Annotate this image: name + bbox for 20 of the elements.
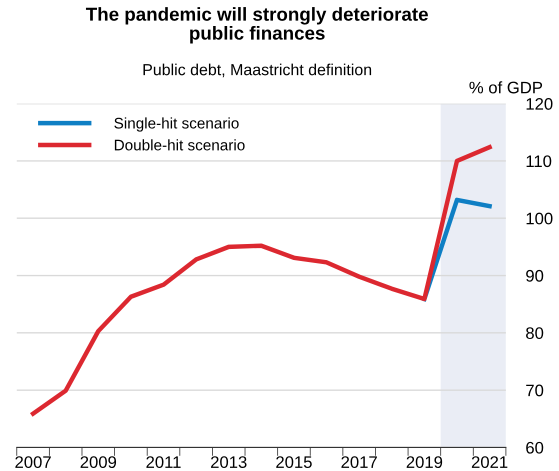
chart-title: The pandemic will strongly deteriorate public finances	[86, 7, 428, 44]
x-tick-label: 2009	[80, 456, 116, 468]
x-tick-label: 2015	[276, 456, 312, 468]
y-axis-title: % of GDP	[469, 81, 542, 94]
y-tick-label: 110	[526, 155, 552, 168]
legend-label: Single-hit scenario	[114, 117, 239, 132]
x-tick-label: 2013	[211, 456, 247, 468]
x-tick-label: 2019	[406, 456, 442, 468]
x-tick-label: 2017	[341, 456, 377, 468]
y-tick-label: 90	[526, 270, 544, 282]
y-tick-label: 70	[526, 384, 544, 396]
legend-label: Double-hit scenario	[114, 139, 245, 150]
x-tick-label: 2007	[15, 456, 51, 468]
y-tick-label: 80	[526, 327, 544, 340]
y-tick-label: 120	[526, 98, 552, 110]
x-tick-label: 2011	[146, 456, 181, 468]
chart-subtitle: Public debt, Maastricht definition	[143, 64, 372, 78]
y-tick-label: 60	[526, 442, 544, 454]
x-tick-label: 2021	[472, 456, 508, 468]
y-tick-label: 100	[526, 212, 552, 224]
